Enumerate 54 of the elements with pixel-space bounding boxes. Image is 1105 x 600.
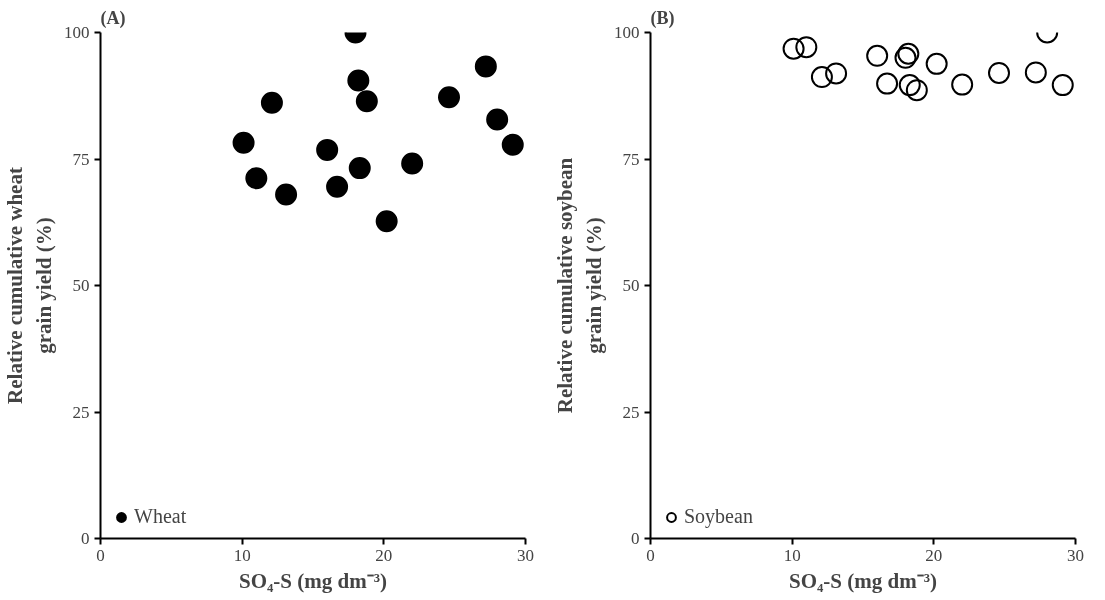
chart-title: (A) [100,7,126,29]
point [925,52,948,75]
point [438,86,460,109]
point [905,79,928,102]
y-tick-label: 25 [72,402,90,422]
point [951,73,974,96]
y-tick-label: 0 [81,529,90,548]
x-tick-label: 20 [925,545,943,565]
point [795,36,818,59]
point [326,175,349,198]
point [866,44,889,67]
point [1051,74,1074,97]
y-tick-label: 25 [622,402,640,422]
point [260,91,283,114]
point [1024,61,1047,84]
point [275,183,298,206]
x-tick-label: 20 [375,545,393,565]
y-tick-label: 0 [631,529,640,548]
x-axis-title: SO₄-S (mg dm⁻³) [239,568,387,593]
y-tick-label: 50 [622,276,640,295]
x-tick-label: 30 [517,545,534,565]
y-axis-title: Relative cumulative wheat grain yield (%) [3,167,56,404]
legend-label: Soybean [684,505,753,528]
point [232,131,255,154]
x-tick-label: 30 [1067,545,1084,565]
point [810,66,833,89]
point [501,133,524,156]
y-tick-label: 100 [64,23,90,42]
x-tick-label: 10 [233,545,251,565]
point [375,210,398,233]
point [355,90,378,113]
point [988,62,1010,84]
point [474,55,497,78]
point [316,138,339,161]
y-tick-label: 75 [622,149,640,169]
x-tick-label: 0 [96,545,105,565]
point [898,74,921,97]
x-tick-label: 10 [783,545,801,565]
y-tick-label: 75 [72,149,90,169]
point [782,37,805,60]
x-tick-label: 0 [646,545,655,565]
point [245,167,268,190]
y-tick-label: 100 [614,23,640,42]
point [401,152,424,175]
x-axis-title: SO₄-S (mg dm⁻³) [789,568,937,593]
point [486,108,509,131]
y-tick-label: 50 [72,276,90,295]
point [825,62,848,85]
legend-label: Wheat [134,505,187,528]
point [348,157,371,180]
point [876,72,899,95]
chart-title: (B) [650,7,675,29]
point [347,69,370,92]
y-axis-title: Relative cumulative soybean grain yield (%) [553,157,606,414]
